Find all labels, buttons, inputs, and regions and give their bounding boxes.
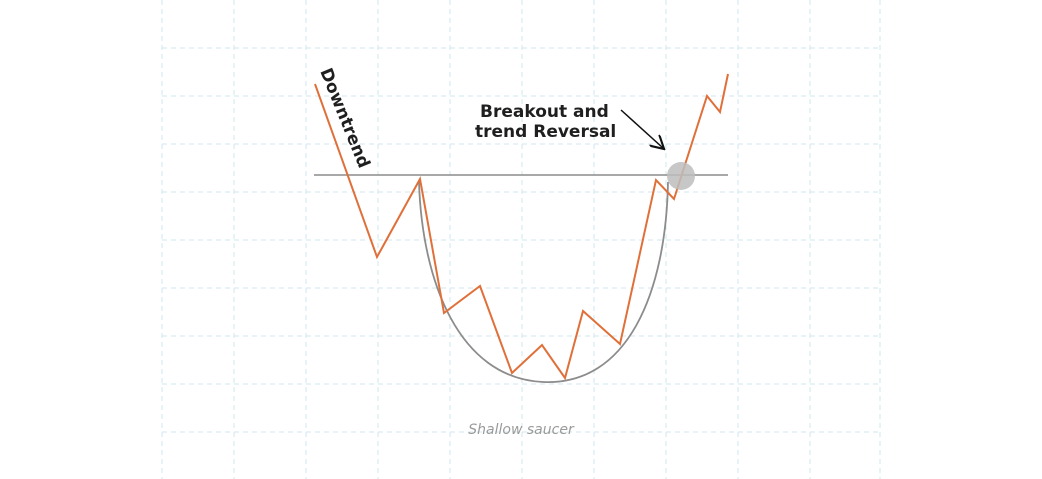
breakout-label-line1: Breakout and [480,102,609,122]
price-line [314,73,729,381]
breakout-arrow-icon [620,109,663,148]
background-grid [161,0,881,479]
saucer-label: Shallow saucer [468,422,575,438]
downtrend-label: Downtrend [315,65,373,171]
saucer-curve [418,181,669,383]
breakout-marker-icon [667,162,695,190]
breakout-label-line2: trend Reversal [475,122,616,142]
